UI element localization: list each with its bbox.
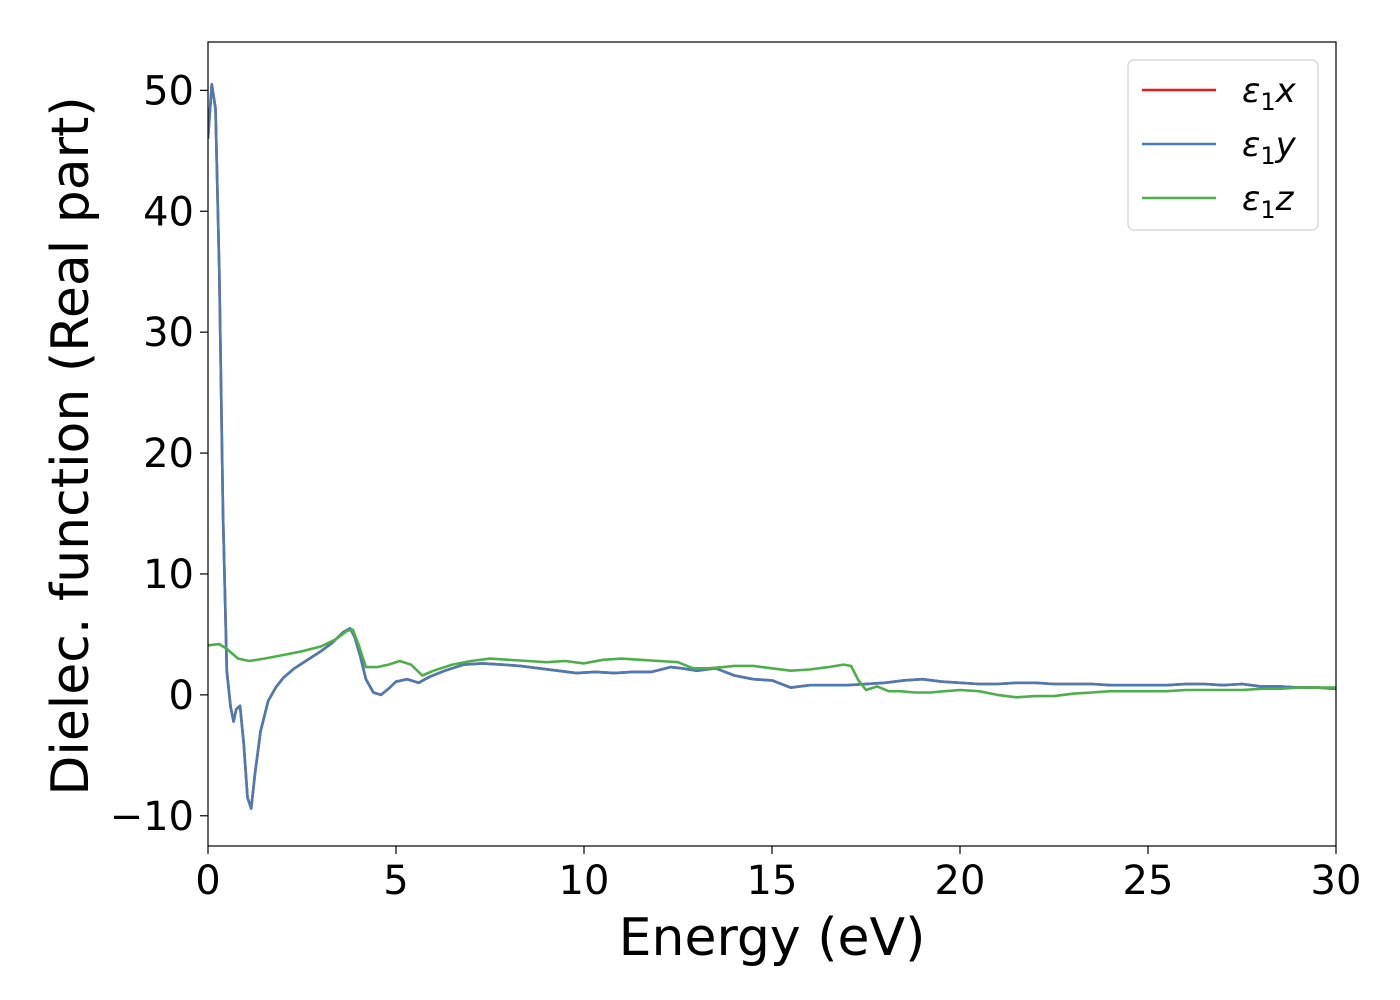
y-tick-label: 30 [143,310,194,356]
x-tick-label: 30 [1311,858,1362,904]
x-tick-label: 15 [747,858,798,904]
y-tick-label: 50 [143,68,194,114]
x-tick-label: 5 [383,858,408,904]
legend-entry-label: ε1z [1242,179,1295,224]
series-line-z [208,628,1336,699]
x-axis-label: Energy (eV) [619,908,926,968]
x-tick-label: 25 [1123,858,1174,904]
legend: ε1x ε1y ε1z [1127,59,1319,231]
y-axis-ticks: −10 0 10 20 30 40 50 [110,68,208,840]
plot-lines [208,83,1336,810]
x-tick-label: 0 [195,858,220,904]
x-axis-ticks: 0 5 10 15 20 25 30 [195,846,1361,904]
y-tick-label: −10 [110,794,194,840]
x-tick-label: 20 [935,858,986,904]
series-line-y [208,83,1336,810]
y-tick-label: 40 [143,189,194,235]
y-tick-label: 20 [143,431,194,477]
y-axis-label: Dielec. function (Real part) [41,96,101,795]
x-tick-label: 10 [559,858,610,904]
legend-entry-label: ε1y [1242,125,1297,170]
legend-box [1127,59,1319,231]
legend-entry-label: ε1x [1242,71,1297,116]
y-tick-label: 0 [169,673,194,719]
y-tick-label: 10 [143,552,194,598]
